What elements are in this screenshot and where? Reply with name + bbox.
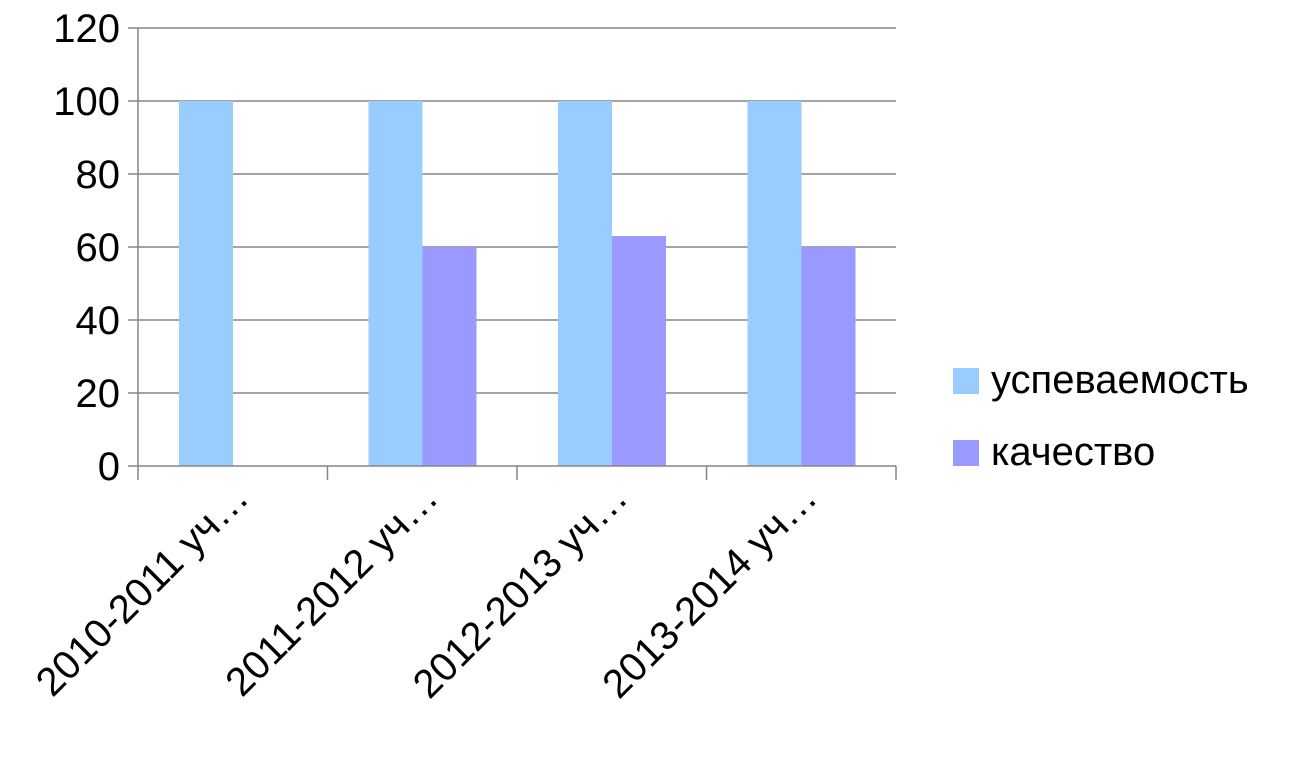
x-tick-labels: 2010-2011 уч…2011-2012 уч…2012-2013 уч…2… — [28, 475, 826, 706]
legend-swatch-0 — [953, 368, 979, 394]
legend-swatch-1 — [953, 440, 979, 466]
y-tick-label-0: 0 — [98, 445, 120, 489]
bar-kachestvo-3 — [801, 247, 856, 466]
bar-kachestvo-1 — [422, 247, 477, 466]
bar-uspevaemost-0 — [179, 101, 233, 466]
bar-kachestvo-2 — [612, 236, 666, 466]
y-tick-label-20: 20 — [76, 372, 121, 416]
legend-label-0: успеваемость — [991, 358, 1249, 402]
bar-uspevaemost-1 — [368, 101, 423, 466]
y-tick-label-80: 80 — [76, 153, 121, 197]
y-tick-label-60: 60 — [76, 226, 121, 270]
bars — [179, 101, 856, 466]
y-tick-label-40: 40 — [76, 299, 121, 343]
bar-uspevaemost-3 — [747, 101, 802, 466]
legend-label-1: качество — [991, 430, 1155, 474]
bar-uspevaemost-2 — [558, 101, 612, 466]
y-tick-labels: 0 20 40 60 80 100 120 — [53, 7, 120, 489]
y-tick-label-100: 100 — [53, 80, 120, 124]
y-tick-label-120: 120 — [53, 7, 120, 51]
axes — [128, 27, 897, 480]
legend: успеваемость качество — [953, 358, 1249, 474]
